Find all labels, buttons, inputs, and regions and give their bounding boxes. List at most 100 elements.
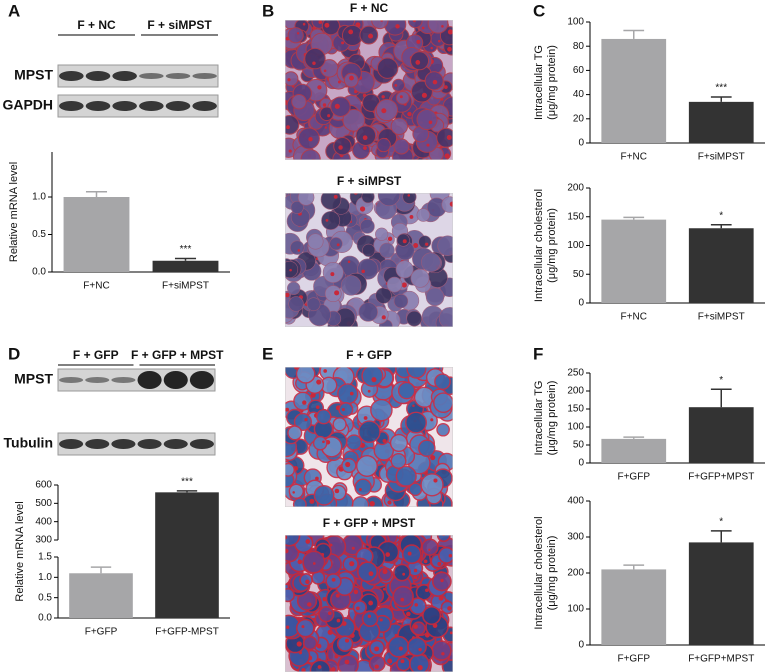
x-tick-label: F+siMPST (698, 312, 745, 323)
cell (383, 20, 407, 36)
cell (285, 115, 300, 135)
lipid-droplet (379, 618, 383, 622)
bar (155, 492, 219, 618)
y-axis-label: Intracellular cholesterol (533, 189, 545, 302)
y-tick-label: 100 (567, 240, 584, 251)
bar (601, 569, 667, 645)
lipid-droplet (285, 535, 288, 540)
lipid-droplet (413, 624, 418, 629)
lipid-droplet (402, 239, 407, 244)
lipid-droplet (312, 562, 316, 565)
panel-label: B (262, 1, 274, 20)
cell (437, 546, 453, 564)
lipid-droplet (406, 367, 410, 368)
lipid-droplet (389, 535, 393, 536)
panel-label: F (533, 344, 543, 363)
blot-band (165, 73, 191, 79)
y-tick-label: 300 (35, 535, 52, 546)
lipid-droplet (327, 114, 331, 118)
lipid-droplet (400, 597, 405, 602)
lipid-droplet (312, 61, 316, 66)
cell (318, 605, 335, 623)
cell (361, 610, 379, 628)
lipid-droplet (288, 149, 292, 153)
lipid-droplet (412, 404, 415, 407)
lipid-droplet (297, 559, 303, 565)
cell (304, 47, 326, 70)
cell (441, 196, 453, 213)
bar (688, 407, 754, 463)
y-tick-label: 40 (573, 89, 585, 100)
x-tick-label: F+NC (83, 281, 109, 292)
blot-row-label: Tubulin (4, 435, 54, 451)
significance: *** (181, 477, 193, 488)
y-tick-label: 0.0 (38, 613, 52, 624)
cell (291, 93, 307, 110)
lipid-droplet (449, 201, 453, 207)
error-bar (710, 530, 732, 543)
lipid-droplet (323, 369, 327, 373)
lipid-droplet (382, 438, 387, 443)
micrograph (285, 364, 453, 507)
lipid-droplet (382, 569, 388, 575)
lipid-droplet (296, 32, 300, 35)
lipid-droplet (382, 587, 386, 591)
lipid-droplet (336, 243, 340, 247)
blot-membrane (57, 432, 216, 456)
cell (416, 208, 431, 222)
lipid-droplet (427, 364, 430, 367)
cell (340, 275, 362, 296)
y-tick-label: 400 (35, 516, 52, 527)
cell (324, 285, 342, 303)
blot-band (137, 371, 162, 389)
cell (393, 293, 409, 309)
cell (355, 454, 378, 477)
cell (287, 425, 303, 441)
lipid-droplet (402, 572, 406, 576)
x-tick-label: F+GFP (85, 627, 118, 638)
lipid-droplet (363, 146, 367, 150)
bar (688, 542, 754, 645)
y-tick-label: 80 (573, 41, 585, 52)
lipid-droplet (438, 595, 444, 601)
lipid-droplet (412, 20, 416, 23)
lipid-droplet (309, 498, 315, 504)
blot-membrane (57, 64, 219, 88)
lipid-droplet (287, 78, 291, 82)
error-bar (176, 490, 198, 493)
blot-row-label: MPST (14, 371, 53, 387)
lipid-droplet (336, 618, 341, 623)
y-tick-label: 250 (567, 368, 584, 379)
y-tick-label: 1.5 (38, 552, 52, 563)
cell (377, 193, 401, 207)
lipid-droplet (430, 418, 434, 422)
cell (285, 71, 299, 87)
blot-band (59, 439, 84, 449)
cell (357, 561, 379, 583)
y-axis-label: (μg/mg protein) (546, 536, 558, 611)
lipid-droplet (407, 194, 411, 197)
cell (287, 281, 301, 295)
cell (376, 137, 391, 153)
y-axis-label: Intracellular cholesterol (533, 516, 545, 629)
cell (285, 587, 295, 603)
lipid-droplet (430, 455, 436, 461)
lipid-droplet (417, 665, 423, 671)
lipid-droplet (385, 552, 391, 557)
cell (316, 409, 332, 425)
lipid-droplet (390, 535, 392, 536)
lipid-droplet (285, 407, 290, 412)
cell (345, 434, 363, 451)
lipid-droplet (453, 316, 456, 319)
lipid-droplet (324, 22, 330, 28)
y-tick-label: 0 (578, 298, 584, 309)
lipid-droplet (330, 667, 336, 672)
cell (421, 538, 439, 556)
cell (342, 108, 366, 132)
lipid-droplet (368, 571, 374, 577)
cell (422, 605, 442, 626)
bar (152, 260, 219, 272)
cell (436, 127, 453, 148)
blot-group-label: F + siMPST (147, 18, 212, 32)
lipid-droplet (353, 589, 359, 595)
